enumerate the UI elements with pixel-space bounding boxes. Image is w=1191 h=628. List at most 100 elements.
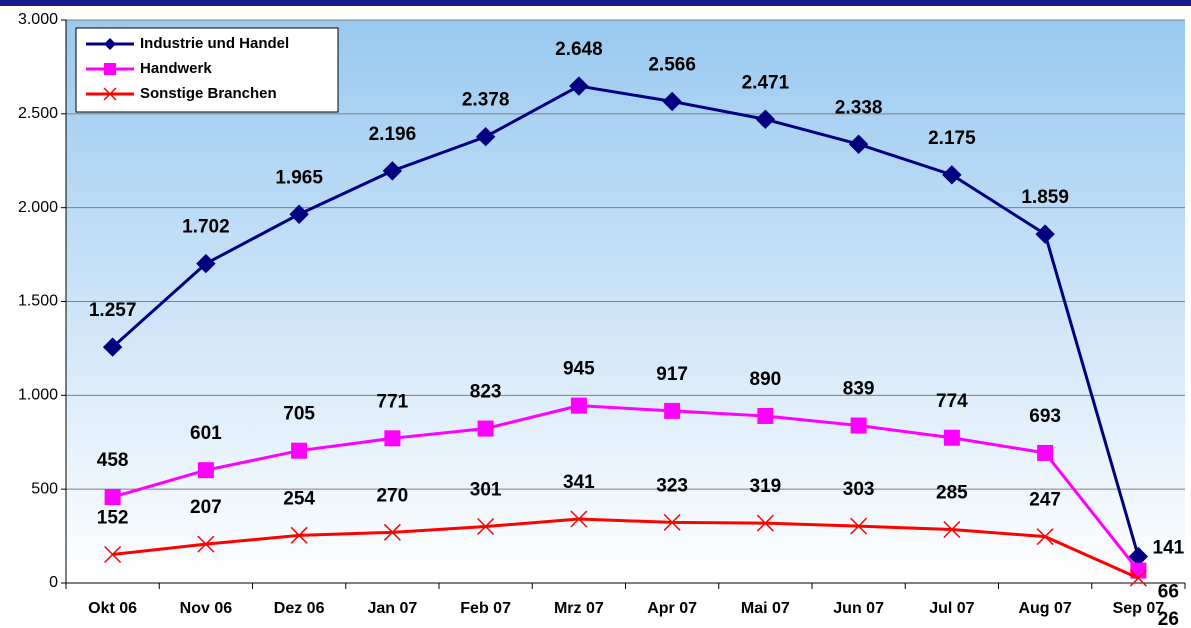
series bbox=[102, 76, 1149, 567]
value-label: 2.196 bbox=[369, 124, 417, 145]
marker bbox=[942, 165, 962, 185]
x-tick-label: Nov 06 bbox=[180, 600, 233, 617]
x-tick-label: Dez 06 bbox=[274, 600, 325, 617]
marker bbox=[382, 161, 403, 181]
x-tick-label: Mrz 07 bbox=[554, 600, 604, 617]
value-label: 945 bbox=[563, 359, 595, 380]
y-tick-label: 500 bbox=[31, 480, 58, 497]
value-label: 2.378 bbox=[462, 90, 510, 111]
legend-label: Sonstige Branchen bbox=[140, 85, 277, 102]
y-tick-label: 2.000 bbox=[18, 199, 58, 216]
marker bbox=[104, 545, 122, 564]
x-tick-label: Aug 07 bbox=[1018, 600, 1071, 617]
marker bbox=[197, 535, 215, 553]
value-label: 2.471 bbox=[742, 72, 790, 93]
legend-marker bbox=[104, 38, 116, 50]
marker bbox=[1035, 224, 1055, 244]
marker bbox=[475, 127, 496, 147]
value-label: 917 bbox=[656, 364, 688, 385]
value-label: 823 bbox=[470, 382, 502, 403]
marker bbox=[477, 517, 495, 536]
value-label: 301 bbox=[470, 480, 502, 501]
marker bbox=[943, 429, 960, 446]
value-label: 285 bbox=[936, 483, 968, 504]
marker bbox=[102, 337, 123, 357]
marker bbox=[570, 510, 588, 528]
x-tick-label: Feb 07 bbox=[460, 600, 511, 617]
x-tick-label: Apr 07 bbox=[647, 600, 697, 617]
y-tick-label: 0 bbox=[49, 574, 58, 591]
value-label: 26 bbox=[1158, 609, 1179, 628]
y-tick-label: 1.500 bbox=[18, 293, 58, 310]
value-label: 771 bbox=[377, 391, 409, 412]
value-label: 2.175 bbox=[928, 128, 976, 149]
top-bar bbox=[0, 0, 1191, 6]
value-label: 774 bbox=[936, 391, 968, 412]
series bbox=[104, 510, 1147, 587]
value-label: 319 bbox=[750, 476, 782, 497]
marker bbox=[757, 407, 774, 424]
value-label: 2.338 bbox=[835, 97, 883, 118]
series-line bbox=[112, 517, 1139, 580]
marker bbox=[1037, 444, 1054, 461]
value-label: 254 bbox=[283, 488, 315, 509]
value-label: 2.566 bbox=[648, 54, 696, 75]
marker bbox=[848, 134, 869, 154]
value-label: 270 bbox=[377, 485, 409, 506]
value-label: 705 bbox=[283, 404, 315, 425]
y-tick-label: 3.000 bbox=[18, 11, 58, 28]
legend-label: Industrie und Handel bbox=[140, 35, 289, 52]
legend-label: Handwerk bbox=[140, 60, 212, 77]
legend-marker bbox=[104, 63, 116, 75]
value-label: 303 bbox=[843, 479, 875, 500]
marker bbox=[290, 526, 308, 544]
marker bbox=[1129, 569, 1147, 587]
value-label: 1.859 bbox=[1021, 187, 1069, 208]
value-label: 247 bbox=[1029, 490, 1061, 511]
x-tick-label: Mai 07 bbox=[741, 600, 790, 617]
value-label: 1.257 bbox=[89, 300, 137, 321]
x-tick-label: Jul 07 bbox=[929, 600, 974, 617]
marker bbox=[570, 397, 587, 414]
marker bbox=[943, 520, 961, 539]
marker bbox=[569, 76, 589, 96]
marker bbox=[197, 462, 214, 479]
marker bbox=[755, 109, 776, 129]
x-tick-label: Jan 07 bbox=[367, 600, 417, 617]
marker bbox=[664, 402, 681, 419]
value-label: 839 bbox=[843, 379, 875, 400]
series bbox=[104, 397, 1147, 579]
marker bbox=[756, 514, 774, 532]
value-label: 323 bbox=[656, 475, 688, 496]
y-tick-label: 1.000 bbox=[18, 387, 58, 404]
value-label: 341 bbox=[563, 472, 595, 493]
marker bbox=[383, 523, 401, 541]
marker bbox=[477, 420, 494, 437]
value-label: 693 bbox=[1029, 406, 1061, 427]
value-label: 141 bbox=[1153, 538, 1185, 559]
series-line bbox=[112, 404, 1140, 572]
marker bbox=[662, 91, 682, 112]
marker bbox=[663, 513, 681, 531]
marker bbox=[1036, 528, 1054, 546]
marker bbox=[289, 204, 309, 224]
x-tick-label: Sep 07 bbox=[1113, 600, 1165, 617]
value-label: 1.702 bbox=[182, 217, 230, 238]
marker bbox=[850, 517, 868, 535]
value-label: 601 bbox=[190, 423, 222, 444]
marker bbox=[291, 442, 308, 459]
legend-marker bbox=[103, 87, 117, 101]
marker bbox=[384, 430, 401, 447]
series-line bbox=[111, 84, 1140, 557]
value-label: 1.965 bbox=[275, 167, 323, 188]
value-label: 2.648 bbox=[555, 39, 603, 60]
marker bbox=[104, 489, 121, 506]
value-label: 458 bbox=[97, 450, 129, 471]
value-label: 66 bbox=[1158, 582, 1179, 603]
marker bbox=[850, 417, 867, 434]
value-label: 207 bbox=[190, 497, 222, 518]
x-tick-label: Okt 06 bbox=[88, 600, 137, 617]
y-tick-label: 2.500 bbox=[18, 105, 58, 122]
value-label: 152 bbox=[97, 507, 129, 528]
